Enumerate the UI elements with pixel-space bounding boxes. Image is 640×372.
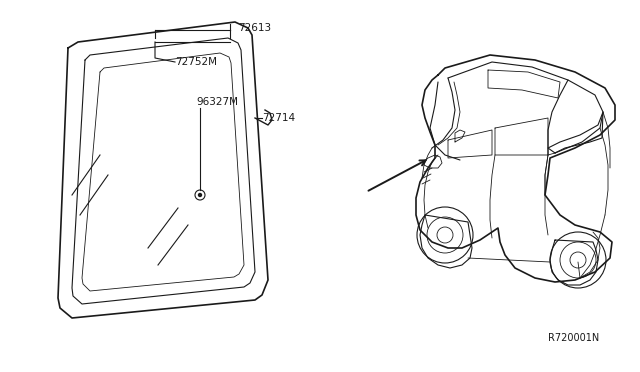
Text: 72714: 72714 [262,113,295,123]
Text: 72613: 72613 [238,23,271,33]
Text: 72752M: 72752M [175,57,217,67]
Circle shape [198,193,202,196]
Text: 96327M: 96327M [196,97,238,107]
Text: R720001N: R720001N [548,333,599,343]
